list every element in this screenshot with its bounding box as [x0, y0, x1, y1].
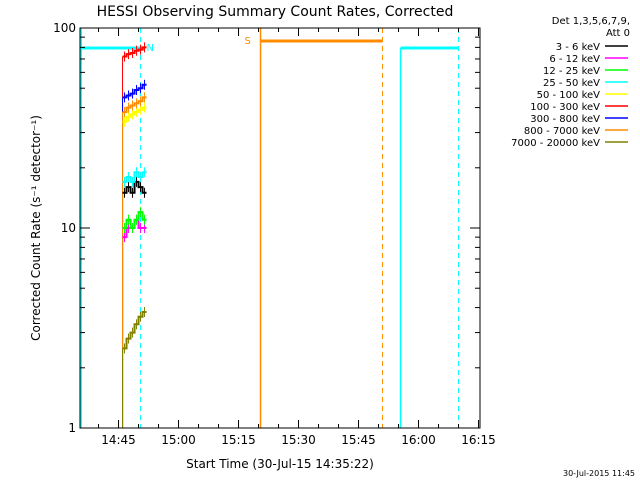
x-tick-label: 15:30: [281, 433, 316, 447]
series-line: [122, 96, 147, 114]
footer-date: 30-Jul-2015 11:45: [563, 469, 635, 478]
x-axis: 14:45 15:00 15:15 15:30 15:45 16:00 16:15: [98, 28, 496, 447]
legend-header-line-2: Att 0: [606, 28, 630, 39]
annotation-label: S: [245, 36, 251, 47]
x-tick-label: 15:00: [161, 433, 196, 447]
legend-label: 25 - 50 keV: [543, 78, 600, 89]
legend-label: 7000 - 20000 keV: [511, 138, 600, 149]
x-axis-label: Start Time (30-Jul-15 14:35:22): [186, 457, 374, 471]
series-line: [122, 211, 147, 229]
chart-title: HESSI Observing Summary Count Rates, Cor…: [97, 4, 454, 20]
legend-label: 800 - 7000 keV: [524, 126, 600, 137]
x-tick-label: 16:15: [461, 433, 496, 447]
legend-header-line-1: Det 1,3,5,6,7,9,: [552, 16, 630, 27]
legend-label: 3 - 6 keV: [556, 42, 600, 53]
legend-label: 100 - 300 keV: [530, 102, 600, 113]
x-tick-label: 14:45: [101, 433, 136, 447]
annotation-label: N: [147, 43, 154, 54]
y-tick-label: 100: [53, 21, 76, 35]
y-tick-label: 1: [68, 421, 76, 435]
x-tick-label: 15:15: [221, 433, 256, 447]
x-tick-label: 16:00: [401, 433, 436, 447]
series-line: [122, 180, 147, 194]
series-line: [122, 311, 147, 350]
legend-label: 300 - 800 keV: [530, 114, 600, 125]
series-line: [122, 83, 147, 99]
series-line: [122, 106, 147, 123]
legend-label: 12 - 25 keV: [543, 66, 600, 77]
y-axis: 1 10 100: [53, 21, 480, 435]
legend-label: 50 - 100 keV: [537, 90, 601, 101]
x-tick-label: 15:45: [341, 433, 376, 447]
series-line: [122, 171, 147, 183]
y-tick-label: 10: [61, 221, 76, 235]
legend-label: 6 - 12 keV: [549, 54, 600, 65]
y-axis-label: Corrected Count Rate (s⁻¹ detector⁻¹): [29, 115, 43, 341]
series-line: [122, 46, 147, 58]
